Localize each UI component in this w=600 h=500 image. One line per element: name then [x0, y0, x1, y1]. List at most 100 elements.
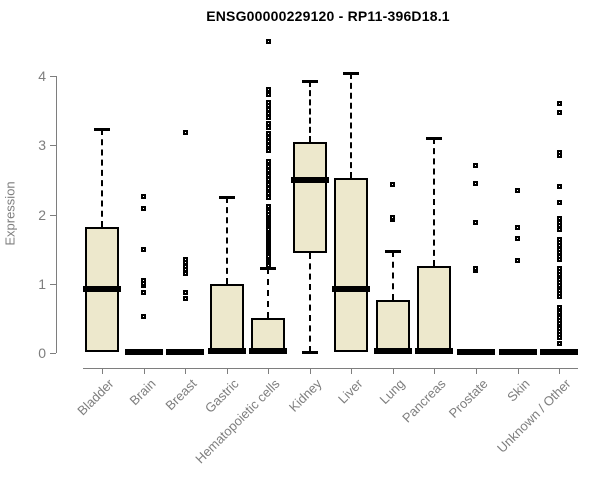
- outlier-point: [141, 290, 147, 296]
- y-axis-line: [56, 76, 57, 353]
- outlier-point: [473, 180, 479, 186]
- y-axis-tick: [50, 283, 56, 285]
- outlier-point: [556, 150, 562, 156]
- upper-whisker-cap: [426, 137, 443, 141]
- outlier-point: [265, 139, 271, 145]
- median-brain: [124, 348, 163, 355]
- outlier-point: [556, 236, 562, 242]
- box-kidney: [292, 141, 327, 253]
- outlier-point: [515, 225, 520, 231]
- outlier-point: [265, 172, 271, 178]
- outlier-point: [265, 124, 271, 130]
- outlier-point: [265, 177, 271, 183]
- outlier-point: [265, 106, 271, 112]
- outlier-point: [265, 147, 271, 153]
- upper-whisker-cap: [94, 127, 110, 131]
- x-axis-tick: [351, 368, 353, 374]
- y-tick-label: 2: [38, 206, 46, 223]
- upper-whisker-bladder: [101, 128, 103, 227]
- median-kidney: [290, 176, 329, 183]
- y-axis-tick: [50, 214, 56, 216]
- outlier-point: [265, 204, 271, 210]
- outlier-point: [265, 182, 271, 188]
- x-axis-tick: [102, 368, 103, 374]
- outlier-point: [473, 162, 479, 168]
- median-pancreas: [415, 347, 454, 354]
- upper-whisker-cap: [218, 196, 235, 200]
- x-axis-tick: [268, 368, 270, 374]
- outlier-point: [265, 186, 271, 192]
- x-axis-tick: [143, 368, 145, 374]
- x-axis-line: [83, 368, 578, 369]
- y-tick-label: 3: [38, 137, 46, 154]
- outlier-point: [265, 38, 271, 44]
- outlier-point: [265, 130, 271, 136]
- outlier-point: [141, 278, 147, 284]
- box-liver: [334, 178, 369, 353]
- outlier-point: [556, 110, 562, 116]
- outlier-point: [265, 135, 271, 141]
- median-skin: [498, 348, 537, 355]
- x-axis-tick: [309, 368, 311, 374]
- box-pancreas: [417, 265, 452, 353]
- outlier-point: [556, 101, 562, 107]
- median-bladder: [83, 285, 121, 292]
- upper-whisker-cap: [343, 71, 360, 75]
- y-axis-tick: [50, 145, 56, 147]
- upper-whisker-lung: [391, 251, 394, 301]
- outlier-point: [182, 295, 188, 301]
- median-prostate: [456, 348, 495, 355]
- outlier-point: [265, 115, 271, 121]
- median-liver: [332, 286, 371, 293]
- upper-whisker-kidney: [308, 80, 311, 142]
- outlier-point: [390, 214, 396, 220]
- outlier-point: [265, 163, 271, 169]
- outlier-point: [473, 266, 479, 271]
- x-axis-tick: [226, 368, 228, 374]
- outlier-point: [141, 193, 147, 199]
- lower-whisker-kidney: [308, 252, 311, 352]
- x-axis-tick: [475, 368, 477, 374]
- x-axis-tick: [434, 368, 436, 374]
- outlier-point: [556, 216, 562, 222]
- outlier-point: [556, 184, 562, 190]
- upper-whisker-hematopoietic-cells: [267, 267, 270, 319]
- y-tick-label: 0: [38, 345, 46, 361]
- outlier-point: [265, 92, 271, 98]
- outlier-point: [390, 182, 396, 188]
- upper-whisker-cap: [260, 266, 277, 270]
- outlier-point: [265, 159, 271, 165]
- lower-whisker-cap: [301, 350, 318, 354]
- y-axis-tick: [50, 353, 56, 354]
- outlier-point: [265, 194, 271, 200]
- chart-title: ENSG00000229120 - RP11-396D18.1: [206, 8, 450, 24]
- y-tick-label: 1: [38, 275, 46, 292]
- median-lung: [373, 347, 412, 354]
- median-hematopoietic-cells: [249, 347, 288, 354]
- outlier-point: [141, 314, 147, 320]
- outlier-point: [265, 87, 271, 93]
- outlier-point: [182, 257, 188, 262]
- x-axis-tick: [517, 368, 519, 374]
- upper-whisker-cap: [384, 250, 401, 254]
- median-gastric: [207, 347, 246, 354]
- box-gastric: [209, 283, 244, 353]
- outlier-point: [265, 120, 271, 126]
- outlier-point: [141, 205, 147, 211]
- outlier-point: [265, 143, 271, 149]
- outlier-point: [265, 99, 271, 105]
- outlier-point: [141, 247, 147, 253]
- outlier-point: [515, 187, 520, 193]
- x-axis-tick: [559, 368, 561, 374]
- outlier-point: [556, 199, 562, 205]
- x-axis-tick: [185, 368, 187, 374]
- x-axis-tick: [392, 368, 394, 374]
- outlier-point: [556, 340, 562, 346]
- outlier-point: [182, 289, 188, 295]
- upper-whisker-liver: [350, 72, 353, 179]
- median-unknown-other: [540, 348, 579, 355]
- upper-whisker-cap: [301, 79, 318, 83]
- outlier-point: [265, 190, 271, 196]
- upper-whisker-pancreas: [433, 138, 436, 266]
